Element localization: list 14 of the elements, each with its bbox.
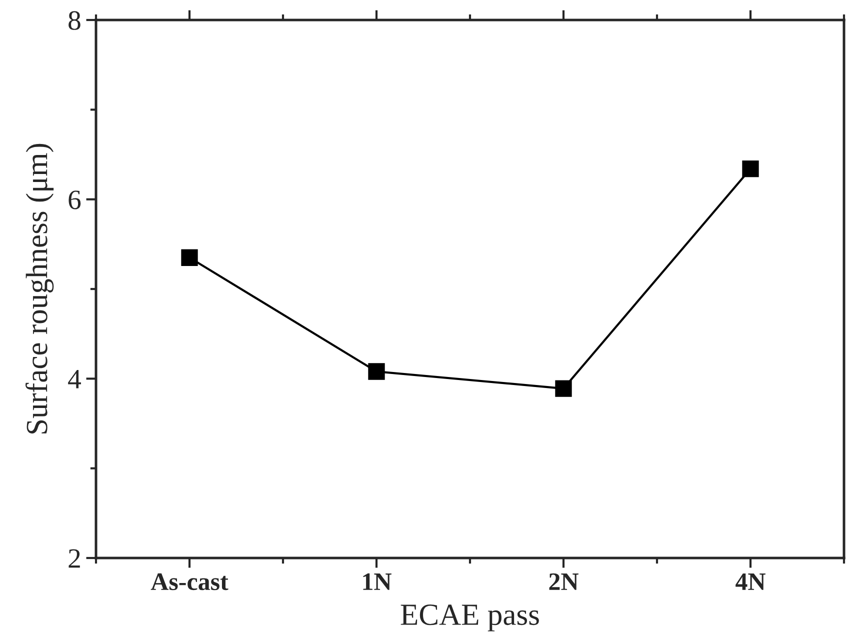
point	[555, 380, 572, 397]
y-tick-label: 8	[68, 11, 80, 30]
x-axis-title: ECAE pass	[400, 604, 539, 632]
point	[368, 363, 385, 380]
y-tick-label: 4	[68, 370, 81, 388]
point	[181, 249, 198, 266]
y-axis-title: Surface roughness (μm)	[26, 144, 54, 434]
x-tick-label: As-cast	[150, 573, 228, 590]
x-tick-label: 2N	[549, 573, 578, 590]
y-tick-label: 6	[68, 190, 81, 210]
y-tick-label: 2	[68, 549, 80, 568]
x-tick-label: 4N	[736, 573, 766, 590]
point	[742, 160, 759, 178]
x-tick-label: 1N	[363, 573, 392, 590]
